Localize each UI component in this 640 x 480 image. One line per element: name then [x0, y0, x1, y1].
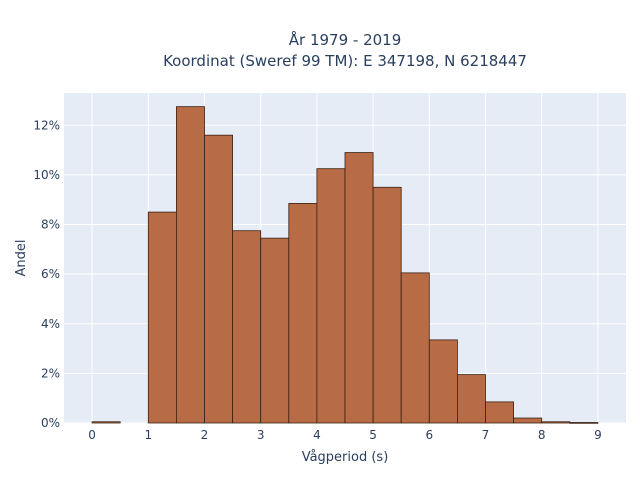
x-tick-label: 9	[594, 428, 602, 442]
x-tick-label: 8	[538, 428, 546, 442]
chart-title-line1: År 1979 - 2019	[289, 30, 402, 49]
x-tick-label: 2	[201, 428, 209, 442]
histogram-bar	[569, 422, 599, 424]
x-tick-label: 1	[144, 428, 152, 442]
y-tick-label: 8%	[41, 218, 60, 232]
histogram-bar	[541, 421, 571, 424]
bars-group	[91, 106, 599, 424]
histogram-bar	[485, 401, 515, 424]
histogram-bar	[344, 152, 374, 424]
histogram-bar	[260, 237, 290, 424]
y-axis-title: Andel	[14, 240, 29, 277]
x-tick-label: 3	[257, 428, 265, 442]
y-tick-label: 2%	[41, 366, 60, 380]
x-tick-label: 4	[313, 428, 321, 442]
histogram-bar	[147, 211, 177, 424]
x-tick-labels: 0 1 2 3 4 5 6 7 8 9	[88, 428, 601, 442]
y-tick-label: 12%	[33, 118, 60, 132]
histogram-bar	[456, 374, 486, 424]
histogram-bar	[513, 417, 543, 424]
histogram-bar	[428, 339, 458, 424]
histogram-bar	[232, 230, 262, 424]
y-tick-labels: 0% 2% 4% 6% 8% 10% 12%	[33, 118, 60, 430]
chart-title-line2: Koordinat (Sweref 99 TM): E 347198, N 62…	[163, 52, 527, 70]
histogram-bar	[175, 106, 205, 424]
y-tick-label: 10%	[33, 168, 60, 182]
x-tick-label: 6	[425, 428, 433, 442]
histogram-bar	[204, 134, 234, 424]
y-tick-label: 0%	[41, 416, 60, 430]
y-tick-label: 6%	[41, 267, 60, 281]
x-tick-label: 7	[482, 428, 490, 442]
x-tick-label: 0	[88, 428, 96, 442]
histogram-bar	[288, 203, 318, 424]
histogram-bar	[400, 272, 430, 424]
y-tick-label: 4%	[41, 317, 60, 331]
x-tick-label: 5	[369, 428, 377, 442]
histogram-bar	[91, 421, 121, 424]
histogram-bar	[372, 186, 402, 424]
x-axis-title: Vågperiod (s)	[302, 450, 389, 465]
histogram-bar	[316, 168, 346, 424]
